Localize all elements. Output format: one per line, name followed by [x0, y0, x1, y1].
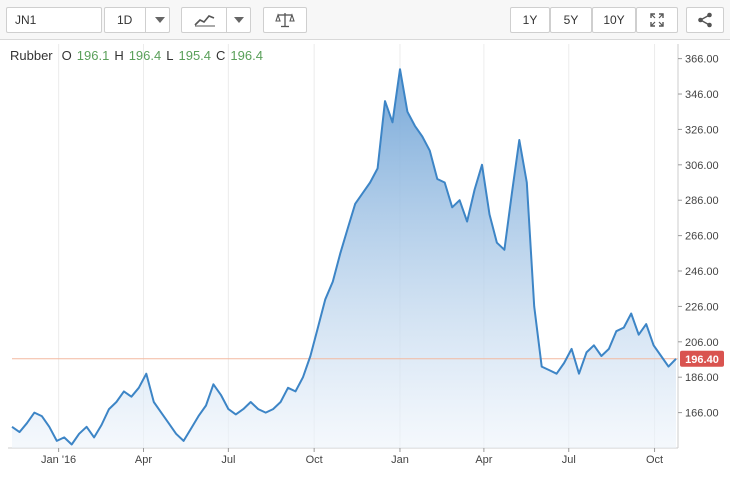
- y-tick-label: 186.00: [685, 372, 719, 384]
- share-icon: [698, 12, 712, 28]
- y-tick-label: 266.00: [685, 231, 719, 243]
- x-tick-label: Apr: [475, 454, 492, 466]
- legend-open-value: 196.1: [76, 48, 110, 63]
- y-tick-label: 166.00: [685, 408, 719, 420]
- current-price-tag: 196.40: [680, 350, 724, 367]
- x-tick-label: Jan: [391, 454, 409, 466]
- legend-open-label: O: [61, 48, 72, 63]
- y-tick-label: 286.00: [685, 195, 719, 207]
- price-line: [11, 68, 677, 446]
- current-price-tag-bg: [680, 350, 724, 367]
- y-tick-label: 306.00: [685, 160, 719, 172]
- price-area: [12, 69, 676, 448]
- y-tick-label: 326.00: [685, 124, 719, 136]
- x-tick-label: Jul: [562, 454, 576, 466]
- compare-button[interactable]: [263, 7, 307, 33]
- chart-legend: Rubber O 196.1 H 196.4 L 195.4 C 196.4: [10, 48, 263, 63]
- legend-low-label: L: [166, 48, 174, 63]
- range-1y-button[interactable]: 1Y: [510, 7, 550, 33]
- line-chart-icon: [194, 15, 215, 27]
- y-tick-label: 366.00: [685, 54, 719, 66]
- chart-toolbar: 1D 1Y 5Y 10Y: [0, 0, 730, 40]
- y-tick-label: 246.00: [685, 266, 719, 278]
- legend-high-value: 196.4: [128, 48, 162, 63]
- x-tick-label: Oct: [646, 454, 663, 466]
- expand-icon: [650, 13, 664, 27]
- fullscreen-button[interactable]: [636, 7, 678, 33]
- chart-type-select[interactable]: [181, 7, 251, 33]
- price-chart[interactable]: 366.00 346.00 326.00 306.00 286.00 266.00 246.…: [0, 40, 730, 489]
- x-axis-ticks: Jan '16 Apr Jul Oct Jan Apr Jul Oct: [41, 448, 663, 466]
- interval-label: 1D: [117, 13, 133, 27]
- legend-series-name: Rubber: [10, 48, 53, 63]
- y-tick-label: 226.00: [685, 301, 719, 313]
- legend-low-value: 195.4: [178, 48, 212, 63]
- legend-high-label: H: [114, 48, 124, 63]
- range-5y-button[interactable]: 5Y: [550, 7, 592, 33]
- range-10y-label: 10Y: [603, 13, 625, 27]
- scale-icon: [275, 13, 295, 28]
- range-10y-button[interactable]: 10Y: [592, 7, 636, 33]
- share-button[interactable]: [686, 7, 724, 33]
- current-price-label: 196.40: [685, 354, 719, 366]
- interval-select[interactable]: 1D: [104, 7, 170, 33]
- x-tick-label: Apr: [135, 454, 152, 466]
- legend-close-value: 196.4: [230, 48, 263, 63]
- range-5y-label: 5Y: [563, 13, 579, 27]
- symbol-box[interactable]: [6, 7, 103, 33]
- caret-down-icon: [155, 17, 165, 23]
- range-1y-label: 1Y: [522, 13, 538, 27]
- symbol-input[interactable]: [7, 12, 103, 28]
- y-axis-ticks: 366.00 346.00 326.00 306.00 286.00 266.00 246.…: [678, 54, 719, 420]
- x-tick-label: Jan '16: [41, 454, 76, 466]
- legend-close-label: C: [216, 48, 226, 63]
- x-tick-label: Oct: [306, 454, 323, 466]
- y-tick-label: 346.00: [685, 89, 719, 101]
- y-tick-label: 206.00: [685, 337, 719, 349]
- caret-down-icon: [234, 17, 244, 23]
- x-tick-label: Jul: [221, 454, 235, 466]
